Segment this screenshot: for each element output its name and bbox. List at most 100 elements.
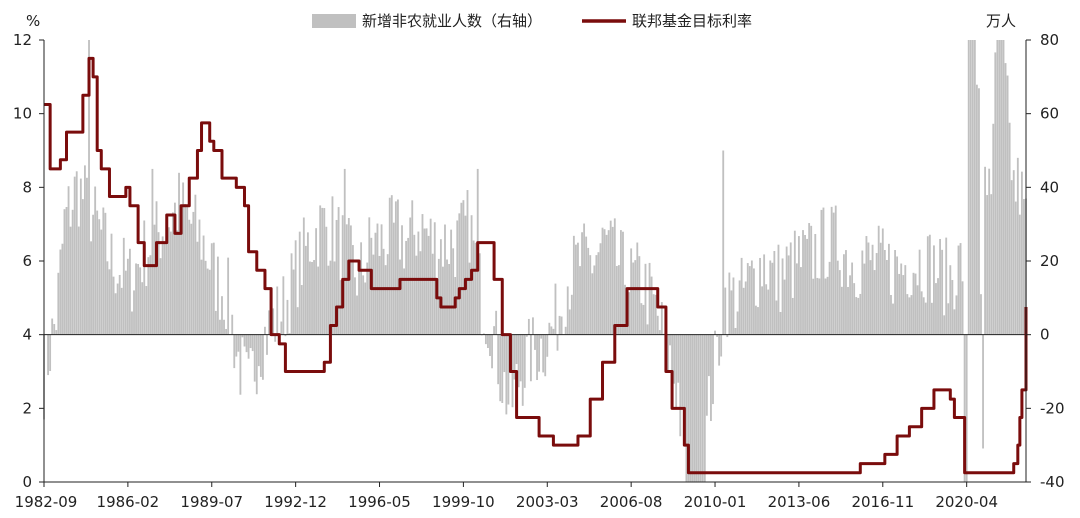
legend-bar-label: 新增非农就业人数（右轴） [362,12,542,30]
payroll-bar [495,310,498,335]
payroll-bar [182,182,185,335]
payroll-bar [98,219,101,335]
payroll-bar [1010,180,1013,335]
payroll-bar [830,206,833,335]
payroll-bar [877,225,880,335]
payroll-bar [104,212,107,335]
payroll-bar [963,334,966,482]
payroll-bar [499,334,502,402]
payroll-bar [468,262,471,335]
payroll-bar [757,307,759,335]
payroll-bar [69,226,72,335]
payroll-bar [165,235,168,335]
payroll-bar [746,263,749,335]
payroll-bar [640,303,643,335]
payroll-bar [832,212,835,335]
payroll-bar [896,256,899,335]
payroll-bar [231,314,234,335]
payroll-bar [190,223,193,335]
payroll-bar [967,40,970,335]
payroll-bar [411,200,414,335]
payroll-bar [439,239,442,335]
payroll-bar [106,261,109,335]
payroll-bar [935,283,937,335]
payroll-bar [491,334,493,369]
payroll-bar [959,243,962,335]
payroll-bar [497,334,500,385]
payroll-bar [822,207,825,335]
payroll-bar [620,230,622,335]
payroll-bar [405,240,408,335]
payroll-bar [748,266,751,335]
payroll-bar [699,334,702,482]
payroll-bar [734,327,737,335]
payroll-bar [288,333,291,335]
payroll-bar [421,214,424,335]
payroll-bar [982,334,984,449]
payroll-bar [853,283,856,335]
payroll-bar [55,330,58,335]
payroll-bar [581,232,583,335]
payroll-bar [210,243,213,335]
payroll-bar [431,253,434,335]
payroll-bar [208,269,211,335]
payroll-bar [364,282,367,335]
payroll-bar [84,165,86,335]
payroll-bar [257,334,260,367]
payroll-bar [804,235,806,335]
payroll-bar [871,244,874,335]
payroll-bar [818,278,821,335]
payroll-bar [311,261,313,335]
payroll-bar [249,334,252,349]
payroll-bar [525,334,528,337]
payroll-bar [572,235,575,335]
payroll-bar [223,319,225,335]
payroll-bar [390,195,393,335]
payroll-bar [444,224,446,335]
payroll-bar [593,265,596,335]
payroll-bar [394,201,397,335]
payroll-bar [200,259,203,335]
payroll-bar [697,334,700,482]
payroll-bar [143,220,146,335]
payroll-bar [838,270,841,335]
payroll-bar [329,260,332,335]
payroll-bar [669,334,671,346]
payroll-bar [349,225,352,335]
legend-line-label: 联邦基金目标利率 [632,12,752,30]
payroll-bar [354,277,356,335]
payroll-bar [108,269,111,335]
payroll-bar [808,223,811,335]
payroll-bar [126,258,129,335]
payroll-bar [971,40,974,335]
payroll-bar [603,229,606,335]
payroll-bar [957,245,960,335]
payroll-bar [906,294,909,335]
payroll-bar [585,236,588,335]
payroll-bar [458,213,461,335]
left-tick-label: 4 [22,326,32,344]
payroll-bar [73,176,76,335]
payroll-bar [159,258,162,335]
payroll-bar [79,178,82,335]
payroll-bar [855,297,858,335]
payroll-bar [914,273,917,335]
payroll-bar [752,268,755,335]
payroll-bar [523,334,526,388]
payroll-bar [994,52,997,335]
rate-line [44,56,1028,475]
payroll-bar [558,315,561,335]
payroll-bar [466,190,469,335]
payroll-bar [386,254,389,335]
payroll-bar [681,334,684,407]
payroll-bar [341,215,344,335]
payroll-bar [1006,75,1009,335]
right-tick-label: 20 [1040,252,1059,270]
payroll-bar [728,272,731,335]
payroll-bar [464,215,467,335]
payroll-bar [53,324,56,335]
payroll-bar [988,168,991,335]
payroll-bar [300,285,303,335]
payroll-bar [538,334,541,372]
payroll-bar [607,230,610,335]
